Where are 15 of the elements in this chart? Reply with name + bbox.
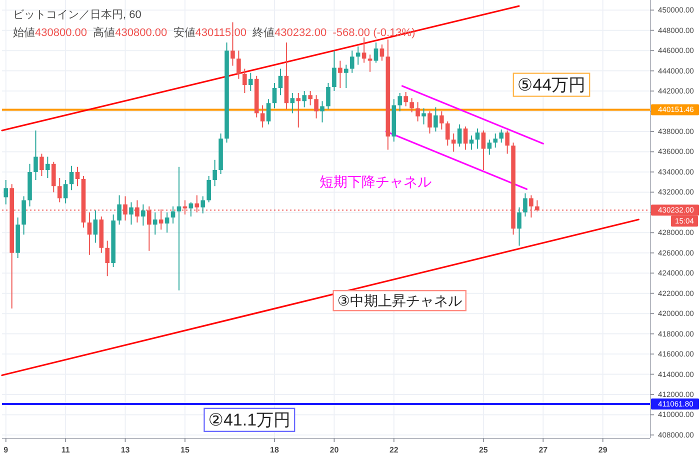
x-tick-label: 9 bbox=[4, 446, 8, 454]
title: ビットコイン／日本円, 60 bbox=[13, 9, 142, 21]
annotation: ②41.1万円 bbox=[208, 410, 291, 430]
x-tick-label: 13 bbox=[120, 446, 130, 454]
x-tick-label: 22 bbox=[389, 446, 398, 454]
x-tick-label: 27 bbox=[538, 446, 548, 454]
x-tick-label: 20 bbox=[330, 446, 339, 454]
x-tick-label: 15 bbox=[180, 446, 190, 454]
x-tick-label: 29 bbox=[598, 446, 608, 454]
x-tick-label: 18 bbox=[270, 446, 279, 454]
annotation: ⑤44万円 bbox=[517, 75, 586, 94]
x-tick-label: 11 bbox=[61, 446, 70, 454]
annotation: 短期下降チャネル bbox=[320, 174, 432, 190]
x-tick-label: 25 bbox=[479, 446, 488, 454]
annotation: ③中期上昇チャネル bbox=[337, 292, 462, 309]
